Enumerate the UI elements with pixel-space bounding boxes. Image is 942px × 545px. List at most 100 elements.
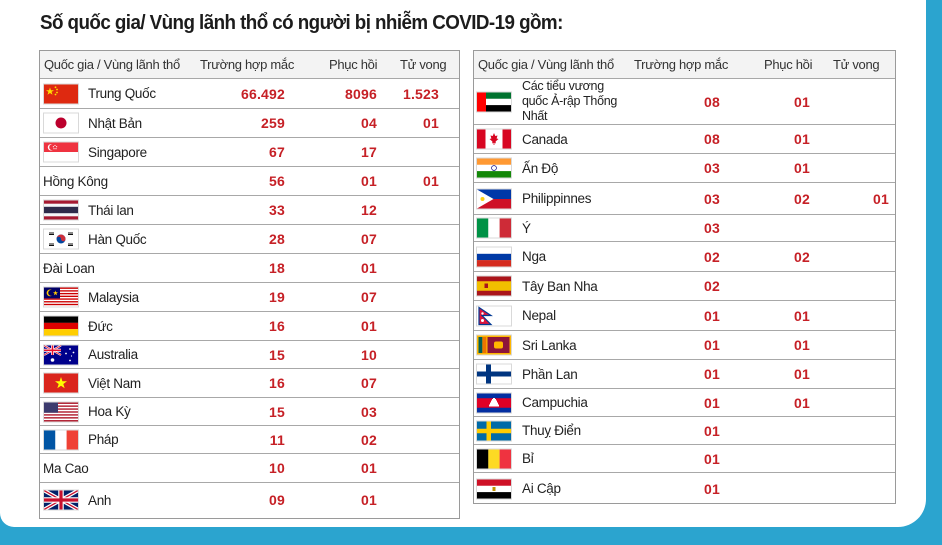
country-name: Nepal bbox=[522, 308, 556, 323]
country-name: Australia bbox=[88, 347, 138, 362]
table-row: Ai Cập 01 bbox=[474, 473, 895, 504]
recovered-value: 02 bbox=[794, 248, 810, 265]
country-name: Pháp bbox=[88, 432, 119, 447]
cambodia-flag-icon bbox=[477, 393, 511, 412]
country-name: Hồng Kông bbox=[43, 173, 108, 189]
recovered-value: 01 bbox=[361, 492, 377, 508]
cases-value: 67 bbox=[269, 144, 285, 160]
cases-value: 01 bbox=[704, 480, 720, 497]
cases-value: 01 bbox=[704, 394, 720, 411]
table-row: Đài Loan 18 01 bbox=[40, 254, 459, 283]
table-header: Quốc gia / Vùng lãnh thổ Trường hợp mắc … bbox=[474, 51, 895, 79]
recovered-value: 01 bbox=[794, 160, 810, 176]
belgium-flag-icon bbox=[477, 449, 511, 468]
recovered-value: 02 bbox=[361, 431, 377, 448]
cases-value: 02 bbox=[704, 248, 720, 265]
recovered-value: 04 bbox=[361, 115, 377, 131]
recovered-value: 17 bbox=[361, 144, 377, 160]
recovered-value: 01 bbox=[361, 460, 377, 476]
country-name: Anh bbox=[88, 492, 112, 508]
country-name: Bỉ bbox=[522, 451, 534, 466]
cases-value: 10 bbox=[269, 460, 285, 476]
table-row: Philippinnes 03 02 01 bbox=[474, 183, 895, 215]
deaths-value: 01 bbox=[873, 190, 889, 207]
cases-value: 01 bbox=[704, 307, 720, 324]
country-name: Trung Quốc bbox=[88, 86, 156, 101]
cases-value: 03 bbox=[704, 160, 720, 176]
cases-value: 16 bbox=[269, 318, 285, 334]
country-name: Việt Nam bbox=[88, 375, 141, 391]
cases-value: 01 bbox=[704, 337, 720, 353]
cases-value: 259 bbox=[261, 115, 285, 131]
header-cases: Trường hợp mắc bbox=[200, 57, 295, 72]
deaths-value: 01 bbox=[423, 115, 439, 131]
country-name: Thái lan bbox=[88, 202, 134, 218]
table-row: Australia 15 10 bbox=[40, 341, 459, 369]
table-row: Tây Ban Nha 02 bbox=[474, 272, 895, 301]
deaths-value: 1.523 bbox=[402, 85, 439, 102]
header-country: Quốc gia / Vùng lãnh thổ bbox=[44, 57, 180, 72]
table-header: Quốc gia / Vùng lãnh thổ Trường hợp mắc … bbox=[40, 51, 459, 79]
cases-value: 09 bbox=[269, 492, 285, 508]
table-row: Việt Nam 16 07 bbox=[40, 369, 459, 398]
country-name: Canada bbox=[522, 131, 568, 147]
usa-flag-icon bbox=[44, 402, 78, 421]
recovered-value: 07 bbox=[361, 375, 377, 391]
japan-flag-icon bbox=[44, 113, 78, 133]
singapore-flag-icon bbox=[44, 142, 78, 162]
header-recovered: Phục hồi bbox=[329, 57, 378, 72]
cases-value: 56 bbox=[269, 173, 285, 189]
cases-value: 18 bbox=[269, 260, 285, 276]
nepal-flag-icon bbox=[477, 306, 511, 325]
country-name: Các tiểu vương quốc Ả-rập Thống Nhất bbox=[522, 79, 618, 123]
country-name: Hàn Quốc bbox=[88, 231, 147, 247]
philippines-flag-icon bbox=[477, 189, 511, 208]
thailand-flag-icon bbox=[44, 200, 78, 220]
recovered-value: 07 bbox=[361, 289, 377, 305]
table-row: Nhật Bản 259 04 01 bbox=[40, 109, 459, 138]
right-table: Quốc gia / Vùng lãnh thổ Trường hợp mắc … bbox=[473, 50, 896, 504]
country-name: Campuchia bbox=[522, 395, 588, 410]
table-row: Trung Quốc 66.492 8096 1.523 bbox=[40, 79, 459, 109]
recovered-value: 01 bbox=[361, 173, 377, 189]
table-row: Nga 02 02 bbox=[474, 242, 895, 272]
deaths-value: 01 bbox=[423, 173, 439, 189]
recovered-value: 10 bbox=[361, 346, 377, 363]
cases-value: 15 bbox=[269, 403, 285, 420]
table-row: Singapore 67 17 bbox=[40, 138, 459, 167]
table-row: Ý 03 bbox=[474, 215, 895, 242]
egypt-flag-icon bbox=[477, 479, 511, 498]
left-table-body: Trung Quốc 66.492 8096 1.523 Nhật Bản 259 04 01… bbox=[40, 79, 459, 517]
spain-flag-icon bbox=[477, 276, 511, 296]
france-flag-icon bbox=[44, 430, 78, 449]
country-name: Ai Cập bbox=[522, 481, 561, 496]
country-name: Đài Loan bbox=[43, 260, 95, 276]
russia-flag-icon bbox=[477, 247, 511, 266]
recovered-value: 01 bbox=[794, 131, 810, 147]
country-name: Thuỵ Điển bbox=[522, 423, 581, 438]
recovered-value: 01 bbox=[794, 337, 810, 353]
south-korea-flag-icon bbox=[44, 229, 78, 249]
recovered-value: 01 bbox=[794, 394, 810, 411]
table-row: Hàn Quốc 28 07 bbox=[40, 225, 459, 254]
cases-value: 15 bbox=[269, 346, 285, 363]
vietnam-flag-icon bbox=[44, 373, 78, 393]
italy-flag-icon bbox=[477, 218, 511, 238]
country-name: Philippinnes bbox=[522, 191, 592, 206]
country-name: Singapore bbox=[88, 144, 147, 160]
recovered-value: 8096 bbox=[345, 85, 377, 102]
country-name: Phần Lan bbox=[522, 366, 578, 382]
sweden-flag-icon bbox=[477, 421, 511, 440]
india-flag-icon bbox=[477, 158, 511, 178]
country-name: Đức bbox=[88, 318, 113, 334]
country-name: Malaysia bbox=[88, 289, 139, 305]
cases-value: 08 bbox=[704, 131, 720, 147]
recovered-value: 01 bbox=[361, 318, 377, 334]
recovered-value: 12 bbox=[361, 202, 377, 218]
table-row: Phần Lan 01 01 bbox=[474, 360, 895, 389]
recovered-value: 01 bbox=[794, 366, 810, 382]
cases-value: 33 bbox=[269, 202, 285, 218]
germany-flag-icon bbox=[44, 316, 78, 336]
canada-flag-icon bbox=[477, 129, 511, 149]
table-row: Thuỵ Điển 01 bbox=[474, 417, 895, 445]
